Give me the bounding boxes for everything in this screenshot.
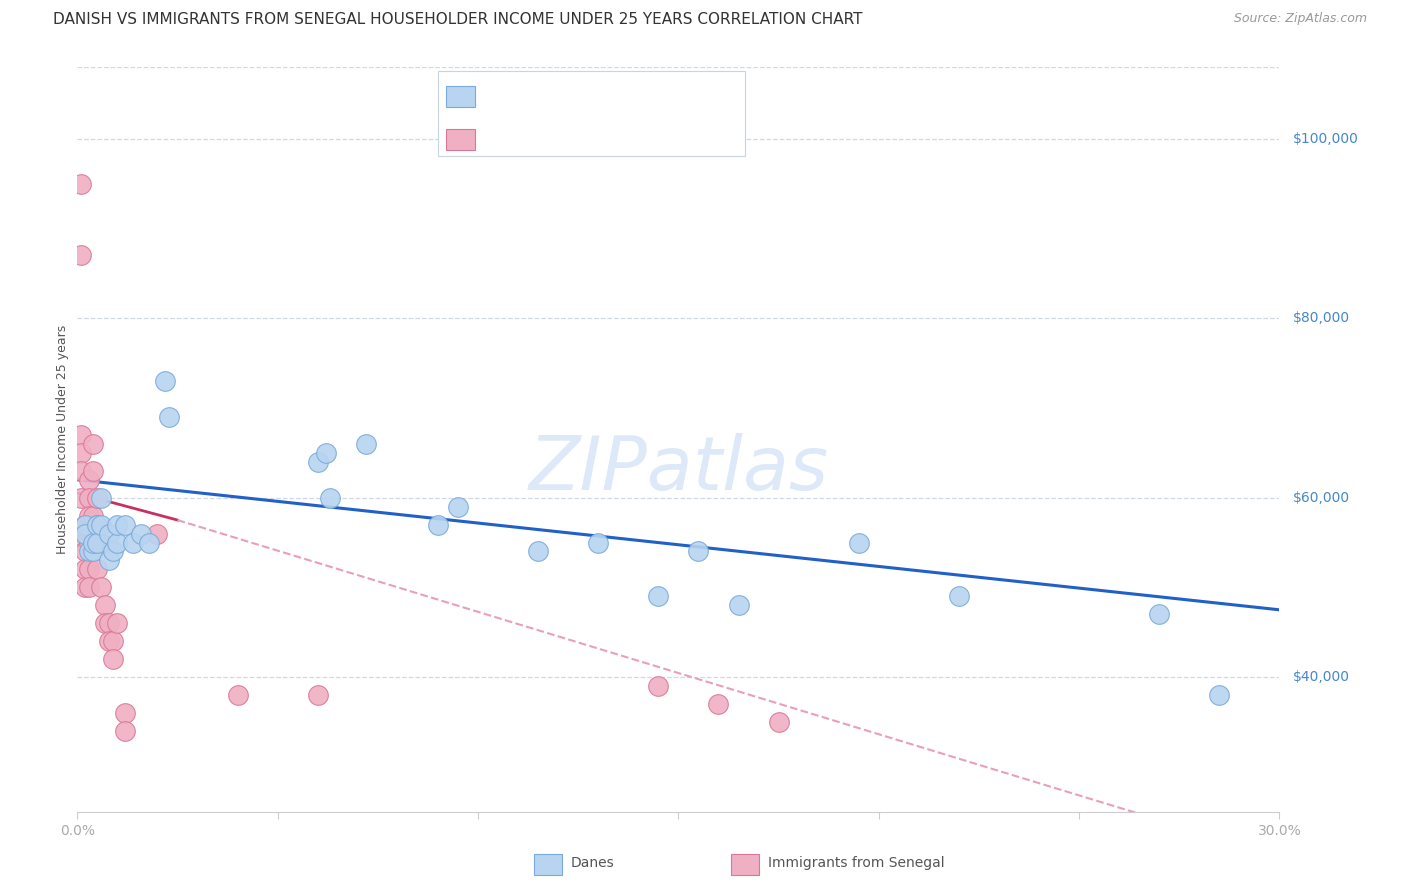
Point bbox=[75, 517, 97, 532]
Point bbox=[82, 535, 104, 549]
Point bbox=[103, 634, 125, 648]
Text: Source: ZipAtlas.com: Source: ZipAtlas.com bbox=[1233, 12, 1367, 25]
Point bbox=[90, 491, 112, 505]
Point bbox=[848, 535, 870, 549]
Point bbox=[82, 508, 104, 523]
Point bbox=[86, 535, 108, 549]
Point bbox=[79, 544, 101, 558]
Text: 35: 35 bbox=[602, 88, 623, 103]
Point bbox=[82, 437, 104, 451]
Point bbox=[75, 526, 97, 541]
Point bbox=[75, 544, 97, 558]
Text: -0.125: -0.125 bbox=[509, 131, 562, 146]
Text: Immigrants from Senegal: Immigrants from Senegal bbox=[768, 856, 945, 871]
Point bbox=[70, 446, 93, 460]
Text: -0.385: -0.385 bbox=[509, 88, 562, 103]
Point bbox=[146, 526, 169, 541]
Point bbox=[75, 580, 97, 594]
Text: N =: N = bbox=[574, 88, 607, 103]
Point bbox=[647, 679, 669, 693]
Point bbox=[447, 500, 470, 514]
Point bbox=[768, 714, 790, 729]
Point bbox=[114, 723, 136, 738]
Point bbox=[1149, 607, 1171, 622]
Point bbox=[79, 562, 101, 576]
Text: ZIPatlas: ZIPatlas bbox=[529, 434, 828, 505]
Text: 43: 43 bbox=[602, 131, 623, 146]
Point bbox=[86, 562, 108, 576]
Point bbox=[82, 535, 104, 549]
Text: R =: R = bbox=[481, 88, 513, 103]
Point bbox=[107, 535, 129, 549]
Point bbox=[427, 517, 450, 532]
Point bbox=[79, 473, 101, 487]
Point bbox=[75, 517, 97, 532]
Point bbox=[1208, 688, 1230, 702]
Point bbox=[79, 508, 101, 523]
Point bbox=[75, 526, 97, 541]
Point bbox=[107, 517, 129, 532]
Point bbox=[688, 544, 710, 558]
Point bbox=[159, 409, 181, 424]
Point bbox=[114, 706, 136, 720]
Point bbox=[86, 517, 108, 532]
Point bbox=[86, 517, 108, 532]
Point bbox=[307, 455, 329, 469]
Text: R =: R = bbox=[481, 131, 513, 146]
Point bbox=[98, 553, 121, 567]
Y-axis label: Householder Income Under 25 years: Householder Income Under 25 years bbox=[56, 325, 69, 554]
Text: Danes: Danes bbox=[571, 856, 614, 871]
Text: $60,000: $60,000 bbox=[1294, 491, 1351, 505]
Point bbox=[98, 616, 121, 631]
Point bbox=[707, 697, 730, 711]
Point bbox=[98, 526, 121, 541]
Point bbox=[90, 517, 112, 532]
Point bbox=[307, 688, 329, 702]
Point bbox=[319, 491, 342, 505]
Text: $40,000: $40,000 bbox=[1294, 670, 1350, 684]
Point bbox=[82, 544, 104, 558]
Point bbox=[354, 437, 377, 451]
Point bbox=[94, 599, 117, 613]
Point bbox=[70, 427, 93, 442]
Point bbox=[315, 446, 337, 460]
Point bbox=[155, 374, 177, 388]
Point bbox=[75, 535, 97, 549]
Point bbox=[70, 248, 93, 262]
Point bbox=[107, 616, 129, 631]
Point bbox=[138, 535, 160, 549]
Point bbox=[527, 544, 550, 558]
Point bbox=[75, 562, 97, 576]
Point bbox=[98, 634, 121, 648]
Point bbox=[82, 464, 104, 478]
Point bbox=[114, 517, 136, 532]
Point bbox=[94, 616, 117, 631]
Point bbox=[226, 688, 249, 702]
Point bbox=[90, 580, 112, 594]
Point bbox=[122, 535, 145, 549]
Text: $100,000: $100,000 bbox=[1294, 132, 1360, 145]
Point bbox=[79, 535, 101, 549]
Text: N =: N = bbox=[574, 131, 607, 146]
Point bbox=[70, 464, 93, 478]
Point bbox=[70, 491, 93, 505]
Text: DANISH VS IMMIGRANTS FROM SENEGAL HOUSEHOLDER INCOME UNDER 25 YEARS CORRELATION : DANISH VS IMMIGRANTS FROM SENEGAL HOUSEH… bbox=[53, 12, 863, 27]
Point bbox=[131, 526, 153, 541]
Point bbox=[79, 491, 101, 505]
Point bbox=[647, 590, 669, 604]
Point bbox=[103, 652, 125, 666]
Point bbox=[70, 177, 93, 191]
Point bbox=[86, 491, 108, 505]
Point bbox=[103, 544, 125, 558]
Point bbox=[588, 535, 610, 549]
Point bbox=[948, 590, 970, 604]
Point bbox=[90, 535, 112, 549]
Point bbox=[79, 580, 101, 594]
Text: $80,000: $80,000 bbox=[1294, 311, 1351, 326]
Point bbox=[75, 517, 97, 532]
Point bbox=[727, 599, 749, 613]
